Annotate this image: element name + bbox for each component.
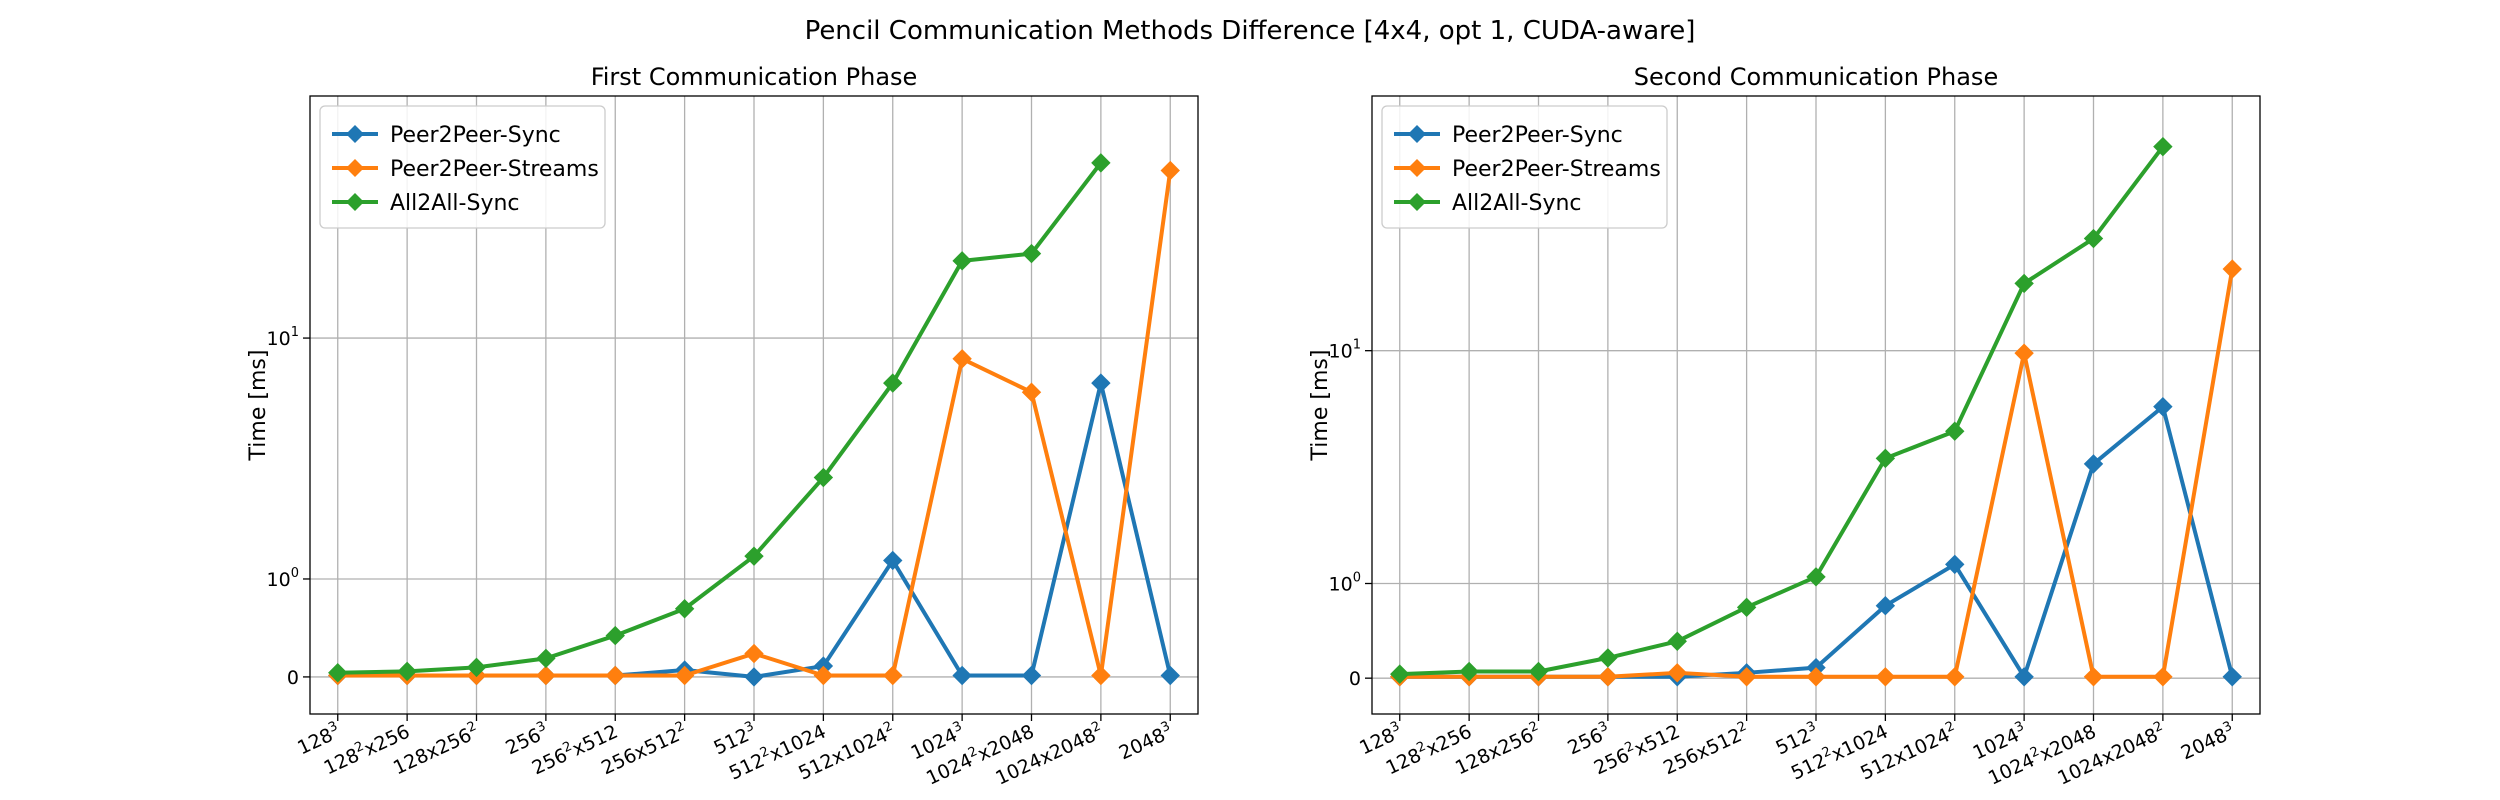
data-point [1667, 663, 1687, 683]
legend-box [1381, 105, 1668, 229]
legend-marker [346, 193, 364, 211]
data-point [2083, 667, 2104, 687]
legend: Peer2Peer-Sync Peer2Peer-Streams All2All-S… [319, 105, 606, 229]
panel-title: First Communication Phase [591, 63, 918, 91]
data-point [1459, 661, 1479, 682]
data-point [2153, 396, 2173, 417]
data-point [674, 599, 695, 619]
data-point [1091, 665, 1111, 686]
legend-item: All2All-Sync [1394, 191, 1582, 216]
y-tick-label: 101 [1329, 338, 1361, 363]
legend-label: Peer2Peer-Sync [1452, 123, 1623, 148]
y-axis-label: Time [ms] [246, 350, 271, 462]
data-point [813, 467, 834, 488]
data-point [2083, 228, 2104, 249]
legend-label: Peer2Peer-Streams [390, 157, 599, 182]
data-point [744, 546, 764, 566]
data-point [466, 657, 487, 678]
series-all2all-sync [328, 153, 1111, 683]
x-tick-label: 20483 [1115, 719, 1176, 765]
legend-item: Peer2Peer-Sync [1394, 123, 1623, 148]
data-point [397, 661, 417, 682]
legend-item: Peer2Peer-Sync [332, 123, 561, 148]
legend-item: Peer2Peer-Streams [332, 157, 599, 182]
y-tick-label: 101 [267, 325, 299, 350]
legend-marker [346, 159, 364, 177]
data-point [1091, 373, 1111, 393]
data-point [2222, 667, 2242, 687]
legend-label: All2All-Sync [390, 191, 520, 216]
chart-panel-1: First Communication Phase Time [ms] 0 100 10… [246, 63, 1199, 790]
data-point [744, 667, 764, 687]
data-point [1021, 665, 1042, 686]
data-point [2153, 667, 2173, 687]
data-point [1528, 661, 1549, 682]
series-line [337, 161, 1103, 675]
series-all2all-sync [1390, 136, 2173, 684]
y-tick-label: 100 [267, 566, 299, 591]
panel-title: Second Communication Phase [1634, 63, 1998, 91]
data-point [605, 665, 625, 686]
data-point [1945, 554, 1965, 575]
data-point [952, 665, 972, 686]
legend-label: Peer2Peer-Streams [1452, 157, 1661, 182]
legend-label: All2All-Sync [1452, 191, 1582, 216]
data-point [1736, 597, 1757, 618]
legend-marker [1408, 193, 1426, 211]
data-point [1806, 667, 1826, 687]
data-point [1021, 382, 1042, 402]
data-point [2014, 343, 2034, 363]
data-point [813, 665, 834, 686]
data-point [2083, 454, 2104, 474]
data-point [1945, 421, 1965, 441]
data-point [1875, 667, 1896, 687]
x-tick-label: 20483 [2177, 719, 2238, 765]
data-point [605, 625, 625, 646]
chart-panel-2: Second Communication Phase Time [ms] 0 100 1… [1308, 63, 2261, 790]
data-point [883, 373, 903, 393]
data-point [328, 663, 348, 683]
legend-marker [346, 125, 364, 143]
legend-box [319, 105, 606, 229]
y-tick-label: 100 [1329, 571, 1361, 596]
data-point [883, 665, 903, 686]
data-point [883, 550, 903, 571]
data-point [744, 643, 764, 664]
data-point [1875, 448, 1896, 469]
data-point [1598, 667, 1618, 687]
data-point [1667, 631, 1687, 651]
series-line [1399, 145, 2165, 677]
data-point [2153, 136, 2173, 157]
data-point [1945, 667, 1965, 687]
data-point [536, 648, 556, 669]
legend-marker [1408, 159, 1426, 177]
legend-item: Peer2Peer-Streams [1394, 157, 1661, 182]
data-point [1806, 567, 1826, 587]
data-point [536, 665, 556, 686]
data-point [1091, 153, 1111, 173]
data-point [952, 349, 972, 369]
data-point [1736, 667, 1757, 687]
data-point [2014, 667, 2034, 687]
data-point [952, 251, 972, 271]
data-point [2014, 273, 2034, 294]
data-point [1160, 160, 1180, 181]
figure-title: Pencil Communication Methods Difference … [805, 16, 1696, 46]
legend: Peer2Peer-Sync Peer2Peer-Streams All2All-S… [1381, 105, 1668, 229]
legend-item: All2All-Sync [332, 191, 520, 216]
data-point [1021, 243, 1042, 264]
legend-label: Peer2Peer-Sync [390, 123, 561, 148]
data-point [1598, 648, 1618, 668]
y-axis-label: Time [ms] [1308, 350, 1333, 462]
y-tick-label: 0 [287, 667, 299, 689]
data-point [1390, 664, 1410, 684]
data-point [674, 665, 695, 686]
data-point [1160, 665, 1180, 686]
data-point [1875, 595, 1896, 616]
legend-marker [1408, 125, 1426, 143]
data-point [2222, 259, 2242, 279]
y-tick-label: 0 [1349, 668, 1361, 690]
